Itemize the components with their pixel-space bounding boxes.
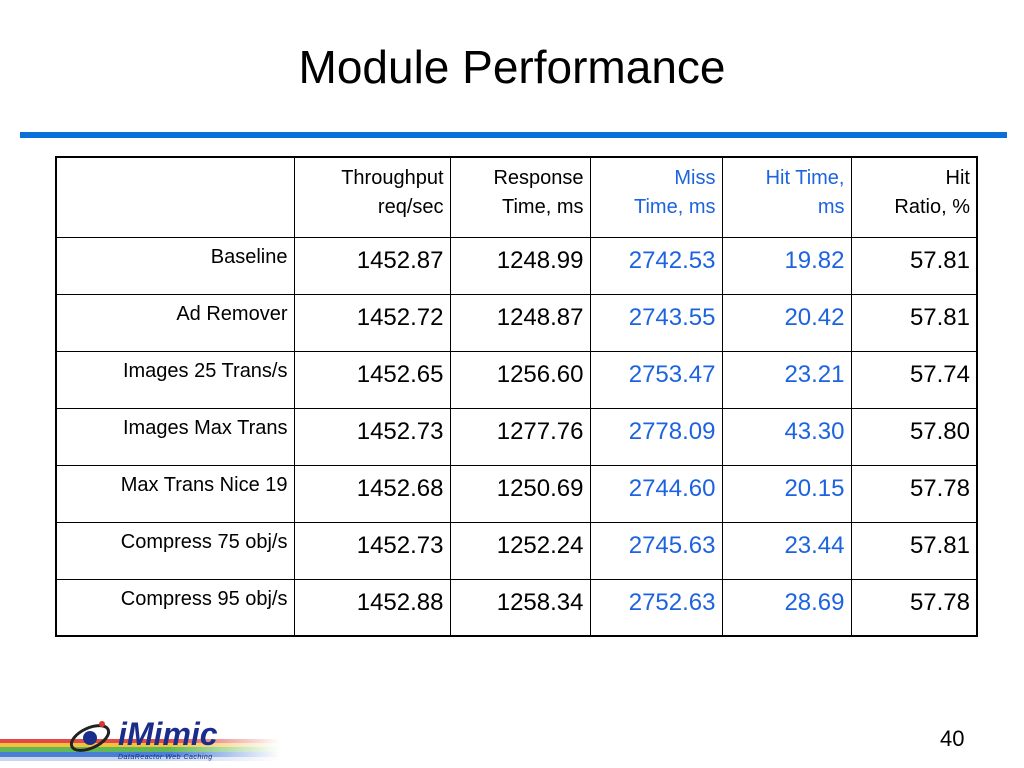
cell: 1452.73 <box>293 521 451 580</box>
data-row: Compress 95 obj/s 1452.88 1258.34 2752.63 28… <box>55 578 978 637</box>
cell: 20.15 <box>721 464 852 523</box>
data-row: Images 25 Trans/s 1452.65 1256.60 2753.47 23… <box>55 350 978 409</box>
cell: 1258.34 <box>449 578 591 637</box>
column-header: Hit Ratio, % <box>850 156 978 238</box>
cell: 2778.09 <box>589 407 723 466</box>
column-header: Hit Time, ms <box>721 156 852 238</box>
slide-title: Module Performance <box>298 41 726 93</box>
page-number: 40 <box>940 726 965 751</box>
row-label: Baseline <box>55 236 295 295</box>
row-label: Ad Remover <box>55 293 295 352</box>
cell: 2752.63 <box>589 578 723 637</box>
cell: 43.30 <box>721 407 852 466</box>
cell: 1452.72 <box>293 293 451 352</box>
logo-text: iMimic <box>118 716 218 752</box>
cell: 57.74 <box>850 350 978 409</box>
cell: 57.81 <box>850 521 978 580</box>
cell: 1452.73 <box>293 407 451 466</box>
column-header: Miss Time, ms <box>589 156 723 238</box>
logo-tagline: DataReactor Web Caching <box>118 754 213 761</box>
data-row: Ad Remover 1452.72 1248.87 2743.55 20.42 57.8… <box>55 293 978 352</box>
title-rule <box>20 132 1007 138</box>
cell: 1248.87 <box>449 293 591 352</box>
row-label: Compress 75 obj/s <box>55 521 295 580</box>
cell: 57.81 <box>850 293 978 352</box>
cell: 1452.87 <box>293 236 451 295</box>
cell: 1277.76 <box>449 407 591 466</box>
data-row: Baseline 1452.87 1248.99 2742.53 19.82 57.81 <box>55 236 978 295</box>
cell: 1248.99 <box>449 236 591 295</box>
cell: 2742.53 <box>589 236 723 295</box>
row-label: Compress 95 obj/s <box>55 578 295 637</box>
corner-cell <box>55 156 295 238</box>
data-row: Compress 75 obj/s 1452.73 1252.24 2745.63 23… <box>55 521 978 580</box>
header-line: req/sec <box>377 196 444 218</box>
row-label: Images Max Trans <box>55 407 295 466</box>
cell: 19.82 <box>721 236 852 295</box>
column-header: Response Time, ms <box>449 156 591 238</box>
header-row: Throughput req/sec Response Time, ms Miss Tim… <box>55 156 978 238</box>
header-line: Hit Time, <box>765 167 845 189</box>
column-header: Throughput req/sec <box>293 156 451 238</box>
cell: 28.69 <box>721 578 852 637</box>
cell: 1452.68 <box>293 464 451 523</box>
header-line: Miss <box>674 167 716 189</box>
cell: 2744.60 <box>589 464 723 523</box>
cell: 23.21 <box>721 350 852 409</box>
data-row: Images Max Trans 1452.73 1277.76 2778.09 43.… <box>55 407 978 466</box>
cell: 2743.55 <box>589 293 723 352</box>
cell: 1256.60 <box>449 350 591 409</box>
cell: 2745.63 <box>589 521 723 580</box>
logo-mark <box>69 721 111 752</box>
data-row: Max Trans Nice 19 1452.68 1250.69 2744.60 20… <box>55 464 978 523</box>
performance-table: Throughput req/sec Response Time, ms Miss Tim… <box>55 156 978 637</box>
row-label: Max Trans Nice 19 <box>55 464 295 523</box>
cell: 23.44 <box>721 521 852 580</box>
cell: 1452.88 <box>293 578 451 637</box>
header-line: Time, ms <box>502 196 584 218</box>
header-line: Response <box>493 167 584 189</box>
row-label: Images 25 Trans/s <box>55 350 295 409</box>
cell: 2753.47 <box>589 350 723 409</box>
header-line: Hit <box>945 167 970 189</box>
header-line: Time, ms <box>634 196 716 218</box>
cell: 57.78 <box>850 578 978 637</box>
header-line: Throughput <box>341 167 444 189</box>
cell: 57.78 <box>850 464 978 523</box>
cell: 1252.24 <box>449 521 591 580</box>
cell: 57.80 <box>850 407 978 466</box>
cell: 1250.69 <box>449 464 591 523</box>
table-body: Throughput req/sec Response Time, ms Miss Tim… <box>55 156 978 637</box>
cell: 20.42 <box>721 293 852 352</box>
header-line: Ratio, % <box>894 196 970 218</box>
cell: 1452.65 <box>293 350 451 409</box>
header-line: ms <box>817 196 845 218</box>
cell: 57.81 <box>850 236 978 295</box>
